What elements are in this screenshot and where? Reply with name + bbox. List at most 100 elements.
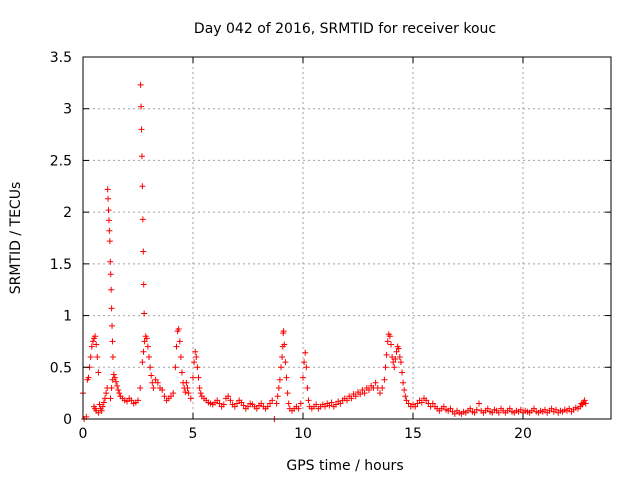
data-point bbox=[194, 364, 201, 371]
data-point bbox=[138, 103, 145, 110]
plot-frame bbox=[82, 56, 612, 420]
data-point bbox=[173, 343, 180, 350]
x-axis-label: GPS time / hours bbox=[286, 458, 403, 474]
chart-title: Day 042 of 2016, SRMTID for receiver kou… bbox=[194, 21, 496, 37]
data-point bbox=[542, 406, 548, 413]
data-point bbox=[253, 405, 260, 412]
data-point bbox=[140, 281, 147, 288]
data-point bbox=[400, 379, 407, 386]
y-tick-label: 3.5 bbox=[50, 50, 72, 66]
data-point bbox=[423, 397, 430, 404]
data-point bbox=[348, 395, 355, 402]
data-point bbox=[274, 393, 281, 400]
data-point bbox=[88, 343, 95, 350]
data-point bbox=[190, 374, 196, 381]
data-point bbox=[176, 338, 183, 345]
data-point bbox=[405, 400, 412, 407]
y-axis-label: SRMTID / TECUs bbox=[8, 182, 24, 295]
data-point bbox=[95, 369, 102, 376]
y-tick-labels: 0 0.5 1 1.5 2 2.5 3 3.5 bbox=[50, 50, 72, 428]
data-point bbox=[128, 397, 135, 404]
data-point bbox=[99, 403, 106, 410]
data-point bbox=[328, 399, 335, 406]
data-point bbox=[139, 183, 146, 190]
y-tick-label: 3 bbox=[63, 102, 72, 118]
data-point bbox=[283, 374, 290, 381]
data-point bbox=[531, 405, 537, 412]
data-point bbox=[105, 195, 112, 202]
y-tick-label: 1 bbox=[63, 309, 72, 325]
data-point bbox=[183, 379, 190, 386]
data-point bbox=[245, 403, 251, 410]
data-point bbox=[553, 406, 559, 413]
data-point bbox=[137, 384, 144, 391]
data-point bbox=[391, 364, 398, 371]
data-point bbox=[476, 400, 482, 407]
data-point bbox=[359, 387, 366, 394]
data-point bbox=[148, 372, 155, 379]
data-point bbox=[225, 393, 232, 400]
data-point bbox=[258, 400, 265, 407]
grid-lines bbox=[83, 57, 611, 419]
data-point bbox=[366, 387, 372, 394]
data-point bbox=[197, 390, 204, 397]
data-point bbox=[135, 397, 141, 404]
data-point bbox=[447, 405, 454, 412]
data-point bbox=[214, 397, 221, 404]
data-point bbox=[582, 400, 589, 407]
data-point bbox=[105, 207, 112, 214]
data-point bbox=[388, 341, 394, 348]
data-point bbox=[451, 410, 458, 417]
x-tick-label: 10 bbox=[294, 426, 312, 442]
data-point bbox=[227, 397, 234, 404]
data-point bbox=[240, 402, 247, 409]
data-point bbox=[234, 400, 240, 407]
data-point bbox=[115, 387, 122, 394]
data-point bbox=[147, 364, 154, 371]
data-point bbox=[384, 338, 391, 345]
data-point bbox=[273, 400, 280, 407]
data-point bbox=[124, 398, 130, 405]
data-point bbox=[581, 397, 588, 404]
data-point bbox=[175, 326, 182, 333]
data-point bbox=[139, 216, 146, 223]
data-point bbox=[390, 359, 397, 366]
data-point bbox=[267, 400, 273, 407]
data-point bbox=[187, 395, 194, 402]
data-point bbox=[184, 384, 191, 391]
data-point bbox=[116, 390, 123, 397]
data-point bbox=[284, 390, 291, 397]
data-point bbox=[280, 328, 287, 335]
data-point bbox=[313, 401, 320, 408]
data-point bbox=[191, 359, 198, 366]
data-point bbox=[108, 384, 115, 391]
data-point bbox=[393, 348, 400, 355]
data-point bbox=[403, 397, 410, 404]
data-point bbox=[381, 376, 388, 383]
data-point bbox=[109, 338, 116, 345]
data-point bbox=[301, 359, 308, 366]
data-point bbox=[177, 353, 184, 360]
data-point bbox=[105, 217, 112, 224]
data-point bbox=[379, 384, 386, 391]
data-point bbox=[300, 374, 306, 381]
data-point bbox=[303, 364, 310, 371]
data-points bbox=[80, 81, 589, 422]
data-point bbox=[429, 400, 436, 407]
data-point bbox=[103, 390, 110, 397]
data-point bbox=[231, 403, 238, 410]
data-point bbox=[276, 376, 283, 383]
data-point bbox=[489, 409, 496, 416]
data-point bbox=[111, 374, 118, 381]
data-point bbox=[143, 335, 150, 342]
data-point bbox=[140, 348, 147, 355]
data-point bbox=[182, 389, 189, 396]
data-point bbox=[402, 393, 409, 400]
data-point bbox=[196, 384, 203, 391]
data-point bbox=[392, 356, 399, 363]
data-point bbox=[337, 400, 344, 407]
data-point bbox=[344, 397, 350, 404]
data-point bbox=[471, 409, 478, 416]
data-point bbox=[238, 399, 245, 406]
